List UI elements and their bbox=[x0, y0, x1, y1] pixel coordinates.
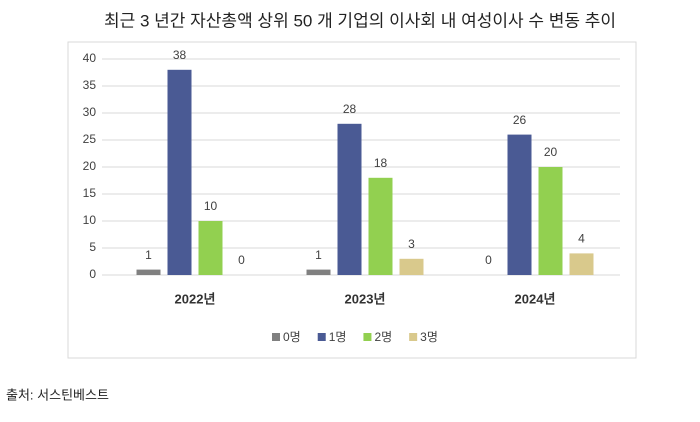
y-tick-label: 20 bbox=[83, 159, 97, 173]
legend-label: 2명 bbox=[374, 330, 392, 344]
y-tick-label: 5 bbox=[89, 240, 96, 254]
chart-title: 최근 3 년간 자산총액 상위 50 개 기업의 이사회 내 여성이사 수 변동… bbox=[104, 11, 616, 30]
y-tick-label: 35 bbox=[83, 78, 97, 92]
data-label: 1 bbox=[145, 248, 152, 262]
source: 출처: 서스틴베스트 bbox=[6, 387, 109, 402]
bar bbox=[399, 258, 424, 275]
x-tick-label: 2022년 bbox=[175, 291, 216, 306]
data-label: 3 bbox=[408, 237, 415, 251]
bar bbox=[569, 253, 594, 275]
data-label: 20 bbox=[544, 145, 558, 159]
legend-swatch bbox=[272, 333, 280, 341]
legend-swatch bbox=[363, 333, 372, 341]
y-tick-label: 30 bbox=[83, 105, 97, 119]
y-tick-label: 0 bbox=[89, 267, 96, 281]
data-label: 10 bbox=[204, 199, 218, 213]
bar bbox=[507, 134, 532, 275]
legend-label: 0명 bbox=[283, 330, 301, 344]
y-tick-label: 15 bbox=[83, 186, 97, 200]
data-label: 28 bbox=[343, 102, 357, 116]
data-label: 1 bbox=[315, 248, 322, 262]
y-tick-label: 10 bbox=[83, 213, 97, 227]
data-label: 38 bbox=[173, 48, 187, 62]
legend-label: 1명 bbox=[329, 330, 347, 344]
data-label: 4 bbox=[578, 232, 585, 246]
bar bbox=[198, 221, 223, 275]
x-tick-label: 2023년 bbox=[345, 291, 386, 306]
bar bbox=[337, 123, 362, 275]
legend-label: 3명 bbox=[420, 330, 438, 344]
data-label: 18 bbox=[374, 156, 388, 170]
data-label: 0 bbox=[485, 253, 492, 267]
data-label: 0 bbox=[238, 253, 245, 267]
bar bbox=[167, 69, 192, 275]
bar bbox=[368, 177, 393, 275]
bar bbox=[306, 269, 331, 275]
legend-swatch bbox=[317, 333, 326, 341]
bar bbox=[538, 167, 563, 275]
legend-swatch bbox=[409, 333, 418, 341]
bar bbox=[136, 269, 161, 275]
y-tick-label: 40 bbox=[83, 51, 97, 65]
y-tick-label: 25 bbox=[83, 132, 97, 146]
x-tick-label: 2024년 bbox=[515, 291, 556, 306]
data-label: 26 bbox=[513, 113, 527, 127]
